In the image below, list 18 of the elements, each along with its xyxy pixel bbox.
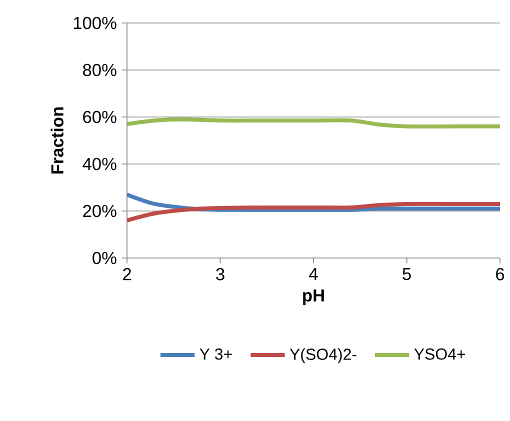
- legend-label: Y 3+: [200, 348, 232, 360]
- line-series: [127, 117, 500, 129]
- y-tick-label: 0%: [92, 252, 116, 264]
- x-tick-label: 5: [402, 268, 411, 280]
- x-tick-label: 3: [216, 268, 224, 280]
- y-tick-label: 100%: [74, 16, 116, 30]
- x-tick-label: 6: [496, 268, 504, 280]
- y-tick-label: 20%: [83, 204, 116, 218]
- y-tick-label: 80%: [83, 64, 116, 76]
- x-axis-title: pH: [303, 289, 324, 305]
- legend-label: YSO4+: [414, 348, 466, 360]
- y-tick-label: 40%: [82, 158, 116, 170]
- x-tick-label: 4: [309, 268, 318, 280]
- x-tick-label: 2: [123, 268, 131, 280]
- legend-label: Y(SO4)2-: [290, 348, 356, 364]
- y-axis-title: Fraction: [50, 107, 64, 174]
- y-tick-label: 60%: [83, 110, 116, 124]
- line-series: [127, 202, 500, 222]
